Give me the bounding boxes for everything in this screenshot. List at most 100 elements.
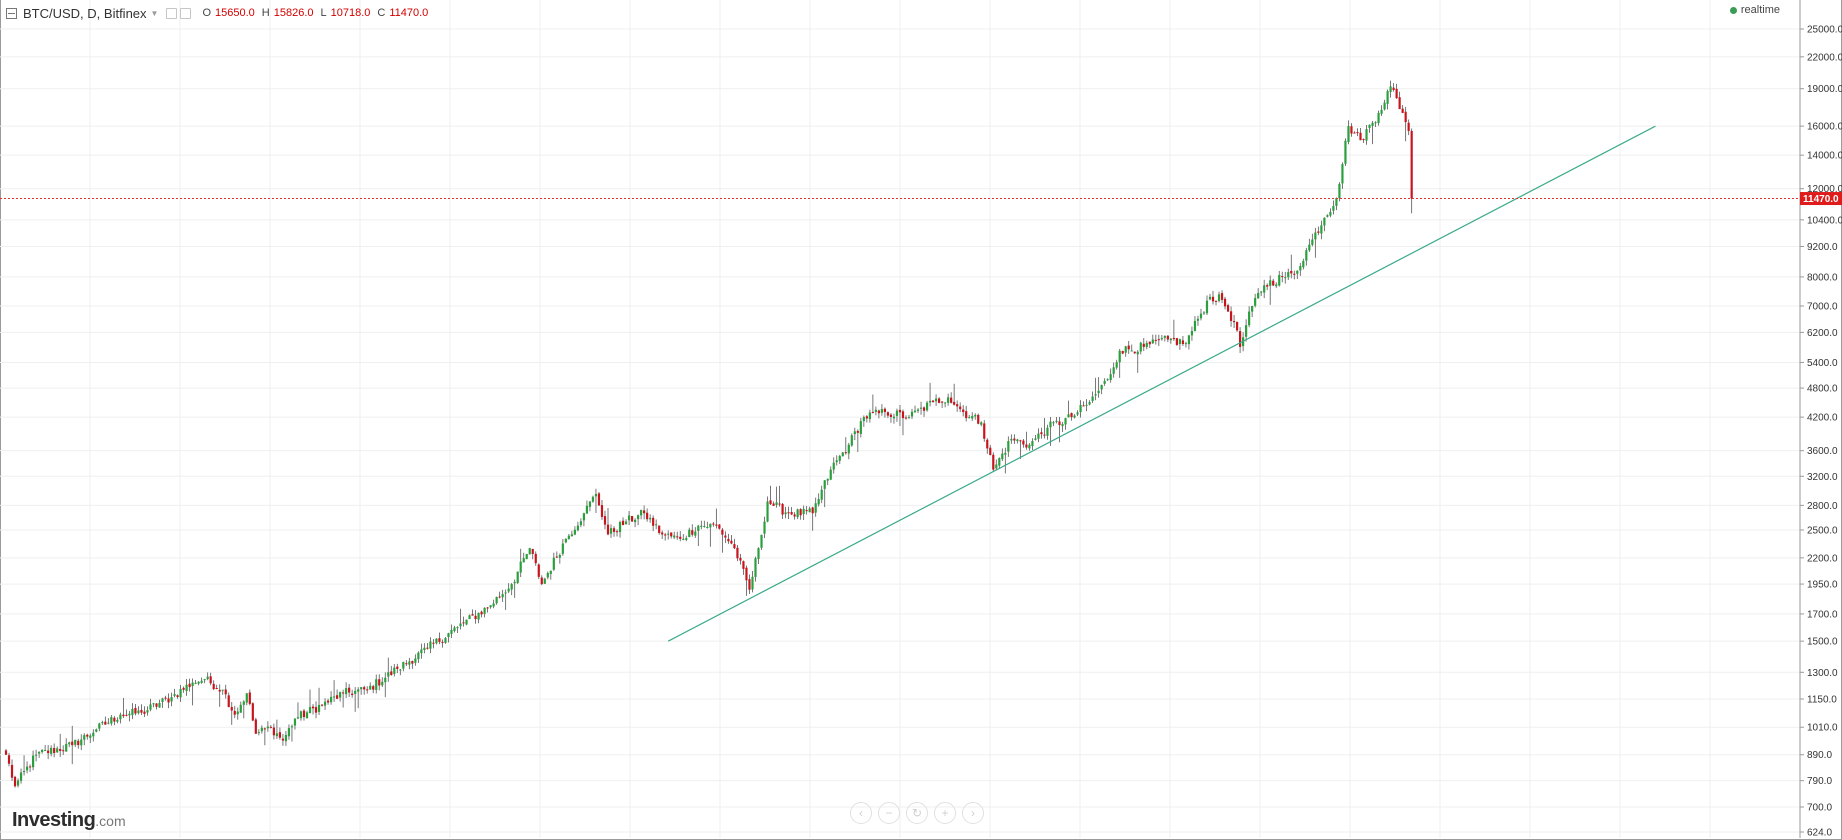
candle-body [1332,206,1335,211]
candle-body [299,711,303,719]
candle-up [191,678,194,706]
candle-down [233,705,236,719]
candle-up [1055,416,1058,424]
candle-down [904,415,908,420]
candle-up [468,614,471,620]
candle-down [113,716,116,726]
candle-body [95,729,98,732]
candle-body [802,508,805,515]
candle-body [748,579,751,590]
candle-body [465,619,468,625]
candle-body [1356,132,1359,134]
candle-body [907,417,911,419]
candle-body [621,520,625,526]
candle-up [387,657,390,682]
candle-body [1037,433,1040,439]
candle-down [1019,439,1022,460]
candle-up [1049,417,1052,446]
symbol-label[interactable]: BTC/USD, D, Bitfinex [23,5,147,21]
candle-up [859,417,862,438]
candle-body [293,718,297,726]
hide-icon[interactable] [180,7,192,19]
candle-up [1112,362,1115,378]
candle-up [1010,434,1013,444]
candle-up [700,520,703,530]
y-tick-label: 2200.0 [1807,553,1838,564]
collapse-legend-icon[interactable] [6,7,17,19]
candle-body [411,661,414,664]
candle-body [1190,331,1194,336]
candle-up [760,534,763,550]
candle-up [68,741,71,748]
candle-up [80,734,83,751]
candle-down [212,680,215,691]
candle-body [1172,337,1175,340]
candle-up [874,406,877,416]
candle-down [676,531,679,540]
candle-body [772,503,775,506]
candle-up [1248,306,1251,328]
candle-body [471,614,474,616]
candle-up [35,749,38,762]
candle-body [38,751,41,754]
candle-down [670,532,673,539]
candle-body [86,734,89,737]
settings-icon[interactable] [166,7,178,19]
candle-down [748,574,751,595]
candle-up [375,674,378,694]
candle-down [986,438,989,454]
candle-up [110,714,113,726]
candle-body [10,764,14,778]
zoom-in-icon[interactable]: + [934,802,956,824]
y-tick-label: 4200.0 [1807,413,1838,424]
candle-body [266,726,269,729]
candle-body [1049,421,1052,428]
candle-body [420,649,423,654]
candle-down [53,743,56,758]
candle-down [718,524,721,530]
candle-up [1046,424,1049,440]
candle-body [16,780,20,786]
last-price-tag-label: 11470.0 [1803,194,1839,205]
candle-body [438,638,441,642]
candle-body [1193,320,1197,331]
candle-up [323,698,327,711]
candle-up [1004,447,1007,474]
candle-body [1223,298,1227,307]
candle-body [381,681,384,686]
candle-body [615,531,619,533]
candle-body [1302,260,1305,268]
zoom-out-icon[interactable]: − [878,802,900,824]
candle-body [531,548,534,554]
candle-up [1199,308,1203,321]
candle-up [751,571,754,593]
candle-down [877,409,880,419]
candle-body [149,704,152,710]
y-tick-label: 2500.0 [1807,526,1838,537]
candle-up [257,729,260,736]
candle-up [919,401,923,415]
candle-body [1284,277,1287,279]
candle-down [411,660,414,669]
candle-up [149,698,152,712]
candle-up [823,480,826,508]
y-tick-label: 3200.0 [1807,472,1838,483]
candle-body [1248,311,1251,326]
candle-down [363,685,366,695]
candle-body [832,462,835,470]
candle-up [1326,214,1329,218]
candle-body [348,687,351,693]
chevron-left-icon[interactable]: ‹ [850,802,872,824]
candle-up [862,415,865,427]
chevron-right-icon[interactable]: › [962,802,984,824]
candle-down [1220,290,1224,304]
candle-down [1235,321,1239,332]
realtime-indicator: realtime [1729,4,1780,16]
candle-body [1362,139,1365,141]
symbol-dropdown-icon[interactable]: ▼ [150,8,159,18]
reset-icon[interactable]: ↻ [906,802,928,824]
candle-up [200,677,203,684]
candle-up [934,394,938,406]
candle-up [820,485,823,504]
